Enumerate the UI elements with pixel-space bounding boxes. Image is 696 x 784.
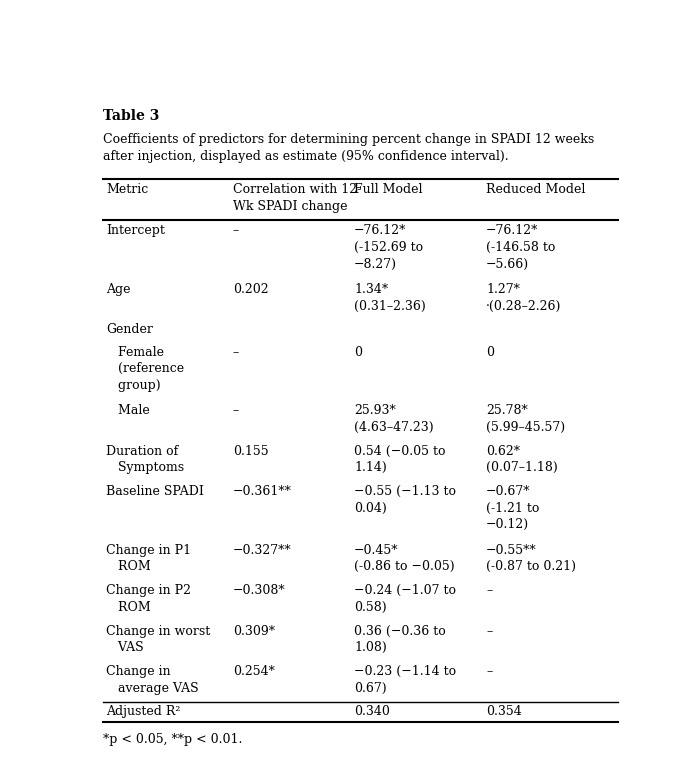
Text: Female
   (reference
   group): Female (reference group) bbox=[106, 346, 184, 392]
Text: Table 3: Table 3 bbox=[103, 109, 159, 123]
Text: 0.340: 0.340 bbox=[354, 706, 390, 718]
Text: 0: 0 bbox=[486, 346, 494, 359]
Text: Gender: Gender bbox=[106, 324, 152, 336]
Text: −0.45*
(-0.86 to −0.05): −0.45* (-0.86 to −0.05) bbox=[354, 544, 454, 573]
Text: −76.12*
(-146.58 to
−5.66): −76.12* (-146.58 to −5.66) bbox=[486, 224, 555, 270]
Text: 0.309*: 0.309* bbox=[232, 625, 275, 637]
Text: 25.93*
(4.63–47.23): 25.93* (4.63–47.23) bbox=[354, 405, 434, 434]
Text: –: – bbox=[232, 224, 239, 238]
Text: −0.23 (−1.14 to
0.67): −0.23 (−1.14 to 0.67) bbox=[354, 665, 456, 695]
Text: −0.24 (−1.07 to
0.58): −0.24 (−1.07 to 0.58) bbox=[354, 584, 456, 614]
Text: 1.27*
·(0.28–2.26): 1.27* ·(0.28–2.26) bbox=[486, 283, 562, 313]
Text: –: – bbox=[486, 625, 492, 637]
Text: *p < 0.05, **p < 0.01.: *p < 0.05, **p < 0.01. bbox=[103, 733, 243, 746]
Text: 1.34*
(0.31–2.36): 1.34* (0.31–2.36) bbox=[354, 283, 426, 313]
Text: Duration of
   Symptoms: Duration of Symptoms bbox=[106, 445, 184, 474]
Text: –: – bbox=[232, 346, 239, 359]
Text: −0.361**: −0.361** bbox=[232, 485, 292, 499]
Text: Change in P1
   ROM: Change in P1 ROM bbox=[106, 544, 191, 573]
Text: Baseline SPADI: Baseline SPADI bbox=[106, 485, 204, 499]
Text: 25.78*
(5.99–45.57): 25.78* (5.99–45.57) bbox=[486, 405, 565, 434]
Text: Intercept: Intercept bbox=[106, 224, 165, 238]
Text: 0.354: 0.354 bbox=[486, 706, 522, 718]
Text: –: – bbox=[232, 405, 239, 417]
Text: Change in worst
   VAS: Change in worst VAS bbox=[106, 625, 210, 654]
Text: –: – bbox=[486, 665, 492, 678]
Text: Full Model: Full Model bbox=[354, 183, 422, 197]
Text: 0: 0 bbox=[354, 346, 362, 359]
Text: −0.308*: −0.308* bbox=[232, 584, 285, 597]
Text: Change in P2
   ROM: Change in P2 ROM bbox=[106, 584, 191, 614]
Text: Age: Age bbox=[106, 283, 130, 296]
Text: −0.55**
(-0.87 to 0.21): −0.55** (-0.87 to 0.21) bbox=[486, 544, 576, 573]
Text: −76.12*
(-152.69 to
−8.27): −76.12* (-152.69 to −8.27) bbox=[354, 224, 423, 270]
Text: 0.54 (−0.05 to
1.14): 0.54 (−0.05 to 1.14) bbox=[354, 445, 445, 474]
Text: Adjusted R²: Adjusted R² bbox=[106, 706, 180, 718]
Text: Correlation with 12-
Wk SPADI change: Correlation with 12- Wk SPADI change bbox=[232, 183, 361, 213]
Text: 0.62*
(0.07–1.18): 0.62* (0.07–1.18) bbox=[486, 445, 558, 474]
Text: −0.327**: −0.327** bbox=[232, 544, 291, 557]
Text: –: – bbox=[486, 584, 492, 597]
Text: Male: Male bbox=[106, 405, 150, 417]
Text: 0.254*: 0.254* bbox=[232, 665, 274, 678]
Text: −0.55 (−1.13 to
0.04): −0.55 (−1.13 to 0.04) bbox=[354, 485, 456, 515]
Text: Reduced Model: Reduced Model bbox=[486, 183, 585, 197]
Text: 0.155: 0.155 bbox=[232, 445, 268, 458]
Text: 0.202: 0.202 bbox=[232, 283, 268, 296]
Text: 0.36 (−0.36 to
1.08): 0.36 (−0.36 to 1.08) bbox=[354, 625, 445, 654]
Text: Change in
   average VAS: Change in average VAS bbox=[106, 665, 198, 695]
Text: −0.67*
(-1.21 to
−0.12): −0.67* (-1.21 to −0.12) bbox=[486, 485, 539, 532]
Text: Coefficients of predictors for determining percent change in SPADI 12 weeks
afte: Coefficients of predictors for determini… bbox=[103, 133, 594, 163]
Text: Metric: Metric bbox=[106, 183, 148, 197]
